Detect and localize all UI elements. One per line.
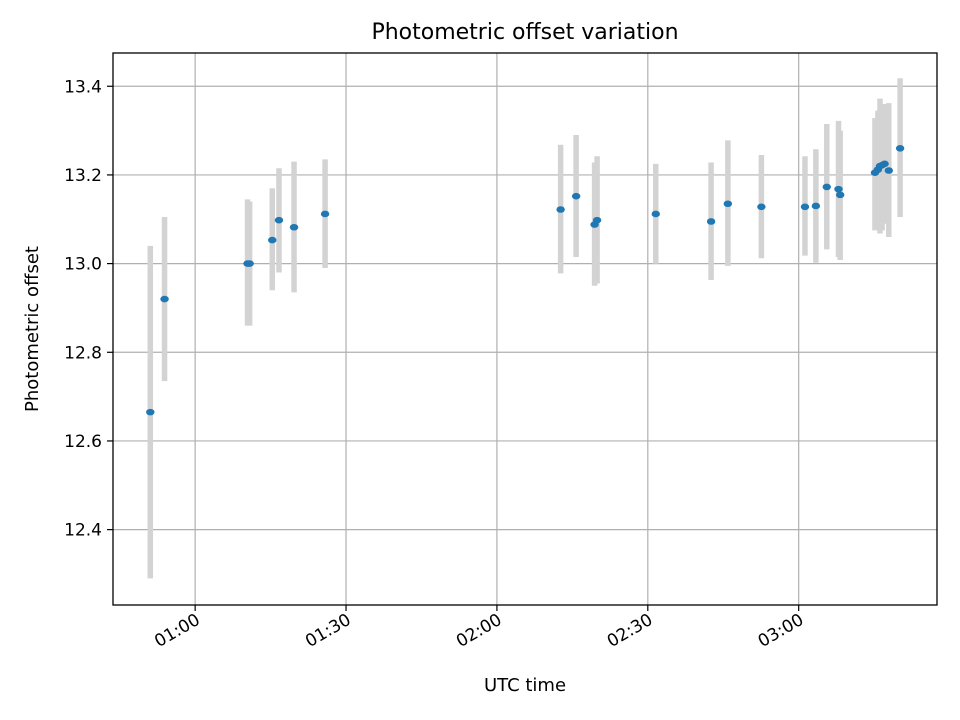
y-tick-label: 12.4 xyxy=(64,521,102,541)
data-point xyxy=(880,160,889,168)
y-tick-label: 13.2 xyxy=(64,166,102,186)
y-axis-label: Photometric offset xyxy=(22,246,43,412)
data-point xyxy=(895,145,905,152)
data-points xyxy=(146,145,905,416)
data-point xyxy=(651,210,660,218)
data-point xyxy=(835,191,845,199)
data-point xyxy=(320,210,330,218)
plot-frame xyxy=(112,52,938,606)
data-point xyxy=(146,408,155,416)
y-axis-ticks: 12.4 12.6 12.8 13.0 13.2 13.4 xyxy=(64,77,113,541)
data-point xyxy=(274,216,284,224)
data-point xyxy=(834,185,843,193)
data-point xyxy=(884,167,894,174)
data-point xyxy=(822,183,831,191)
data-point xyxy=(800,203,810,211)
grid xyxy=(113,53,937,605)
y-tick-label: 13.4 xyxy=(64,77,102,97)
y-tick-label: 13.0 xyxy=(64,255,102,275)
data-point xyxy=(811,202,821,210)
y-tick-label: 12.6 xyxy=(64,432,102,452)
data-point xyxy=(706,218,716,225)
data-point xyxy=(289,223,299,231)
data-point xyxy=(592,216,602,224)
data-point xyxy=(245,260,254,267)
data-point xyxy=(556,206,565,213)
data-point xyxy=(723,200,733,208)
data-point xyxy=(160,295,169,303)
x-axis-label: UTC time xyxy=(484,675,566,696)
data-point xyxy=(757,203,766,211)
y-tick-label: 12.8 xyxy=(64,343,102,363)
data-point xyxy=(268,236,277,244)
data-point xyxy=(571,192,581,200)
chart-title: Photometric offset variation xyxy=(371,20,678,45)
